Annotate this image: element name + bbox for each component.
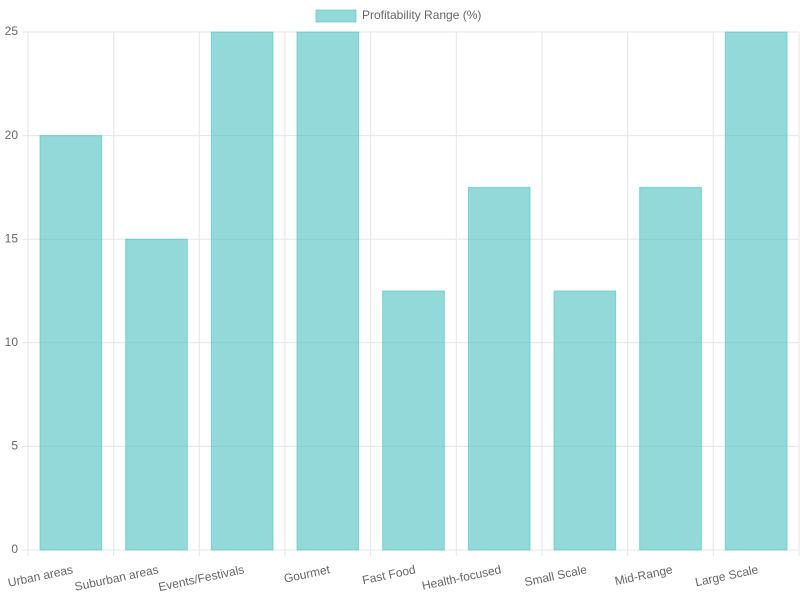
x-tick-label: Mid-Range <box>613 562 674 588</box>
bar <box>639 186 702 551</box>
bar <box>467 186 531 551</box>
legend-swatch <box>315 9 357 23</box>
y-tick-label: 5 <box>11 439 18 453</box>
y-tick-label: 15 <box>5 231 19 245</box>
x-tick-label: Large Scale <box>694 562 760 589</box>
x-tick-label: Events/Festivals <box>157 562 245 594</box>
x-tick-label: Suburban areas <box>73 562 159 593</box>
y-tick-label: 0 <box>11 542 18 556</box>
bar <box>39 135 103 551</box>
y-tick-label: 25 <box>5 24 19 38</box>
bar <box>382 290 445 551</box>
bar <box>724 31 788 551</box>
x-tick-label: Urban areas <box>7 562 75 589</box>
bar <box>210 31 274 551</box>
bar <box>553 290 617 551</box>
x-tick-label: Fast Food <box>361 562 417 587</box>
legend-label: Profitability Range (%) <box>362 8 481 22</box>
bar <box>125 238 188 551</box>
y-tick-label: 20 <box>5 128 19 142</box>
x-tick-label: Small Scale <box>523 562 588 589</box>
x-tick-label: Health-focused <box>421 562 503 592</box>
x-tick-label: Gourmet <box>283 562 332 586</box>
y-tick-label: 10 <box>5 335 19 349</box>
bar <box>296 31 360 551</box>
